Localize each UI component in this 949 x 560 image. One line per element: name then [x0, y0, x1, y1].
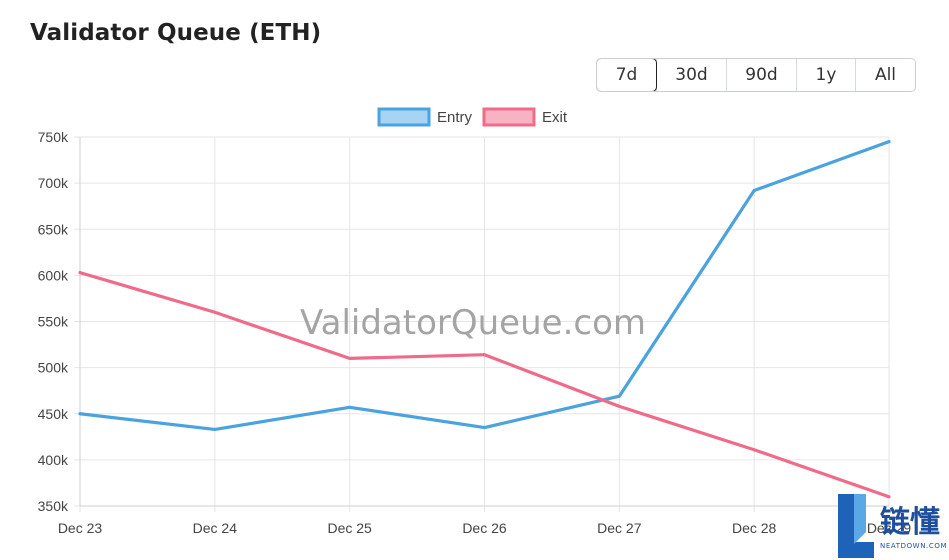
data-point-entry — [617, 394, 621, 398]
logo-text: 链懂 — [880, 505, 940, 540]
data-point-entry — [752, 189, 756, 193]
x-tick-label: Dec 28 — [732, 520, 777, 536]
data-point-exit — [617, 404, 621, 408]
y-tick-label: 400k — [38, 452, 69, 468]
range-button-all[interactable]: All — [855, 59, 915, 91]
data-point-entry — [348, 405, 352, 409]
neatdown-logo: 链懂 NEATDOWN.COM — [838, 494, 947, 558]
range-button-90d[interactable]: 90d — [726, 59, 796, 91]
x-tick-label: Dec 26 — [462, 520, 507, 536]
legend-swatch-exit — [482, 107, 536, 127]
logo-l-mark — [838, 494, 874, 558]
logo-l-accent — [854, 494, 866, 544]
time-range-selector: 7d 30d 90d 1y All — [596, 58, 916, 92]
data-point-exit — [78, 271, 82, 275]
y-tick-label: 650k — [38, 221, 69, 237]
legend-swatch-entry — [377, 107, 431, 127]
data-point-entry — [483, 426, 486, 430]
x-tick-label: Dec 24 — [193, 520, 238, 536]
chart-title: Validator Queue (ETH) — [30, 20, 322, 46]
x-tick-label: Dec 27 — [597, 520, 642, 536]
data-point-exit — [213, 310, 217, 314]
x-tick-label: Dec 29 — [867, 520, 912, 536]
data-point-exit — [752, 448, 756, 452]
logo-subtext: NEATDOWN.COM — [880, 542, 947, 550]
y-tick-label: 600k — [38, 267, 69, 283]
data-point-entry — [887, 140, 891, 144]
y-tick-label: 500k — [38, 360, 69, 376]
x-tick-label: Dec 23 — [58, 520, 103, 536]
range-button-7d[interactable]: 7d — [597, 59, 657, 91]
data-point-entry — [213, 427, 217, 431]
data-point-entry — [78, 412, 82, 416]
range-button-1y[interactable]: 1y — [796, 59, 855, 91]
y-tick-label: 700k — [38, 175, 69, 191]
data-point-exit — [348, 356, 352, 360]
data-point-exit — [483, 353, 486, 357]
y-tick-label: 750k — [38, 129, 69, 145]
data-point-exit — [887, 495, 891, 499]
y-tick-label: 450k — [38, 406, 69, 422]
watermark-text: ValidatorQueue.com — [300, 303, 646, 343]
x-tick-label: Dec 25 — [327, 520, 372, 536]
y-tick-label: 550k — [38, 314, 69, 330]
y-tick-label: 350k — [38, 498, 69, 514]
legend-label-exit: Exit — [542, 109, 568, 126]
legend-label-entry: Entry — [437, 109, 473, 126]
